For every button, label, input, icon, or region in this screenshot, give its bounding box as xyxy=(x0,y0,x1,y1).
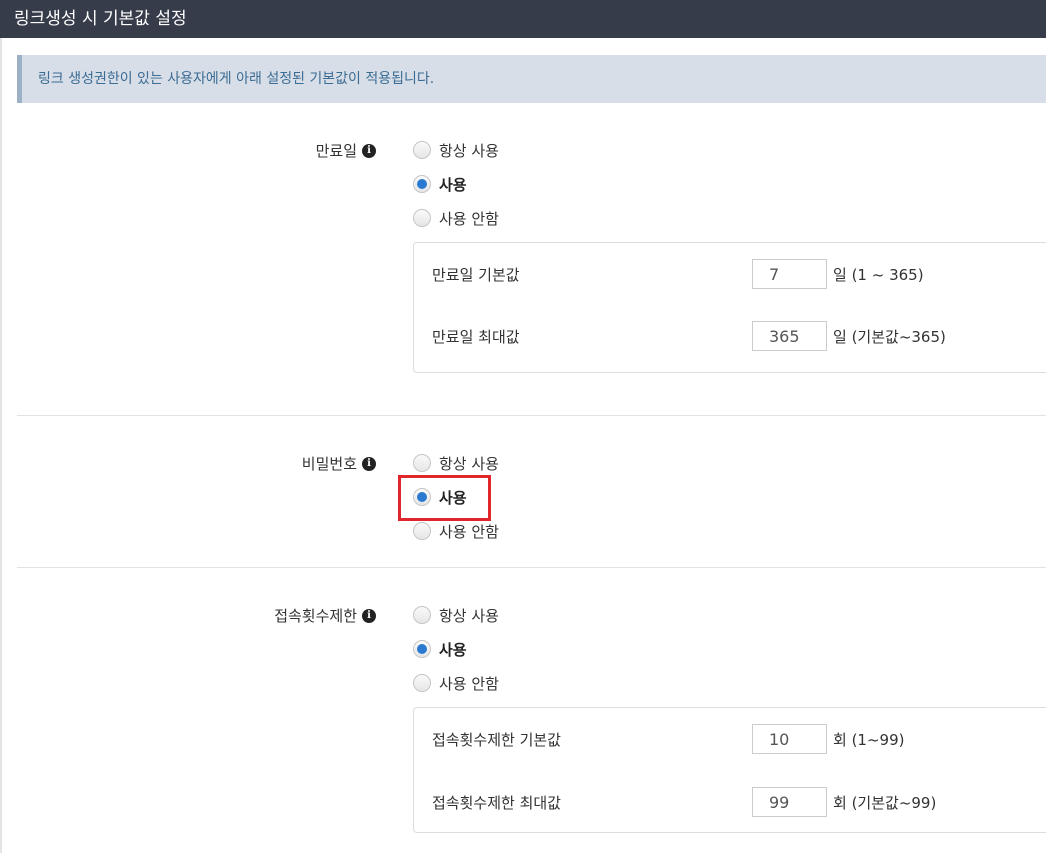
page-title: 링크생성 시 기본값 설정 xyxy=(14,9,187,29)
radio-icon[interactable] xyxy=(413,674,431,692)
expiry-settings-box: 만료일 기본값일 (1 ~ 365) 만료일 최대값일 (기본값~365) xyxy=(413,242,1046,373)
radio-checked-icon[interactable] xyxy=(413,175,431,193)
access-default-input[interactable] xyxy=(752,724,827,754)
radio-checked-icon[interactable] xyxy=(413,488,431,506)
expiry-radio-always[interactable]: 항상 사용 xyxy=(413,139,499,161)
password-radio-always[interactable]: 항상 사용 xyxy=(413,452,499,474)
access-default-row: 접속횟수제한 기본값회 (1~99) xyxy=(432,724,1032,754)
access-radio-use[interactable]: 사용 xyxy=(413,638,467,660)
info-icon[interactable]: i xyxy=(362,456,376,471)
radio-icon[interactable] xyxy=(413,141,431,159)
expiry-max-input[interactable] xyxy=(752,321,827,351)
radio-icon[interactable] xyxy=(413,209,431,227)
expiry-radio-use[interactable]: 사용 xyxy=(413,173,467,195)
divider xyxy=(17,415,1046,416)
info-icon[interactable]: i xyxy=(362,143,376,158)
info-icon[interactable]: i xyxy=(362,608,376,623)
divider xyxy=(17,567,1046,568)
radio-icon[interactable] xyxy=(413,454,431,472)
password-radio-none[interactable]: 사용 안함 xyxy=(413,520,499,542)
info-banner: 링크 생성권한이 있는 사용자에게 아래 설정된 기본값이 적용됩니다. xyxy=(17,55,1046,103)
password-label: 비밀번호 i xyxy=(302,453,376,474)
password-radio-use[interactable]: 사용 xyxy=(413,486,467,508)
radio-icon[interactable] xyxy=(413,522,431,540)
access-radio-none[interactable]: 사용 안함 xyxy=(413,672,499,694)
access-settings-box: 접속횟수제한 기본값회 (1~99) 접속횟수제한 최대값회 (기본값~99) xyxy=(413,707,1046,833)
highlight-box xyxy=(398,475,491,521)
expiry-default-input[interactable] xyxy=(752,259,827,289)
expiry-label: 만료일 i xyxy=(316,140,376,161)
radio-icon[interactable] xyxy=(413,606,431,624)
page-header: 링크생성 시 기본값 설정 xyxy=(0,0,1046,38)
access-max-row: 접속횟수제한 최대값회 (기본값~99) xyxy=(432,787,1032,817)
expiry-max-row: 만료일 최대값일 (기본값~365) xyxy=(432,321,1032,351)
access-radio-always[interactable]: 항상 사용 xyxy=(413,604,499,626)
access-max-input[interactable] xyxy=(752,787,827,817)
expiry-radio-none[interactable]: 사용 안함 xyxy=(413,207,499,229)
access-limit-label: 접속횟수제한 i xyxy=(274,605,376,626)
radio-checked-icon[interactable] xyxy=(413,640,431,658)
info-text: 링크 생성권한이 있는 사용자에게 아래 설정된 기본값이 적용됩니다. xyxy=(38,71,435,87)
left-border xyxy=(0,38,2,853)
expiry-default-row: 만료일 기본값일 (1 ~ 365) xyxy=(432,259,1032,289)
